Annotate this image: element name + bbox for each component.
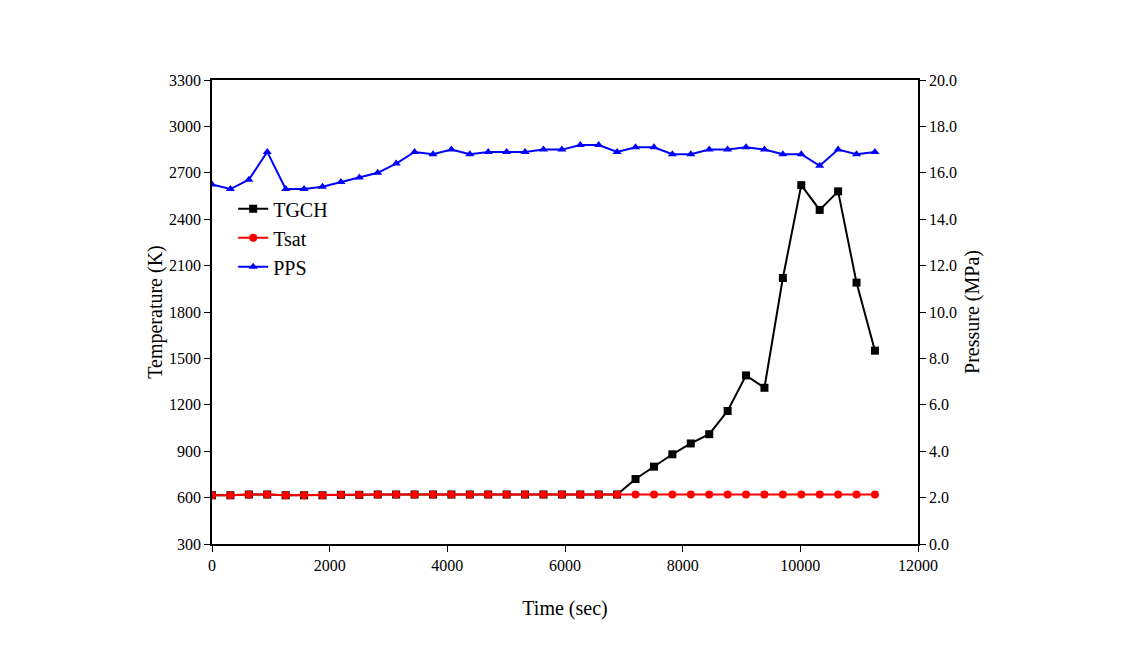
svg-text:Tsat: Tsat: [273, 228, 306, 250]
svg-text:10.0: 10.0: [929, 304, 957, 321]
svg-text:1200: 1200: [169, 396, 201, 413]
svg-text:20.0: 20.0: [929, 72, 957, 89]
svg-text:0.0: 0.0: [929, 536, 949, 553]
svg-text:2400: 2400: [169, 211, 201, 228]
svg-text:1800: 1800: [169, 304, 201, 321]
svg-text:3000: 3000: [169, 118, 201, 135]
svg-text:12000: 12000: [898, 557, 938, 574]
svg-text:6.0: 6.0: [929, 396, 949, 413]
svg-text:8000: 8000: [667, 557, 699, 574]
svg-text:4.0: 4.0: [929, 443, 949, 460]
svg-text:TGCH: TGCH: [273, 199, 327, 221]
svg-text:1500: 1500: [169, 350, 201, 367]
svg-text:6000: 6000: [549, 557, 581, 574]
svg-text:2000: 2000: [314, 557, 346, 574]
svg-text:2100: 2100: [169, 257, 201, 274]
svg-text:Time (sec): Time (sec): [522, 597, 607, 620]
svg-text:0: 0: [208, 557, 216, 574]
svg-text:Temperature (K): Temperature (K): [144, 245, 167, 379]
svg-text:PPS: PPS: [273, 257, 306, 279]
svg-text:300: 300: [177, 536, 201, 553]
svg-text:8.0: 8.0: [929, 350, 949, 367]
svg-text:600: 600: [177, 489, 201, 506]
svg-text:10000: 10000: [780, 557, 820, 574]
svg-text:18.0: 18.0: [929, 118, 957, 135]
svg-text:12.0: 12.0: [929, 257, 957, 274]
svg-text:Pressure (MPa): Pressure (MPa): [961, 250, 984, 374]
svg-text:4000: 4000: [431, 557, 463, 574]
svg-text:16.0: 16.0: [929, 164, 957, 181]
svg-text:14.0: 14.0: [929, 211, 957, 228]
svg-text:900: 900: [177, 443, 201, 460]
svg-text:2700: 2700: [169, 164, 201, 181]
svg-text:2.0: 2.0: [929, 489, 949, 506]
svg-text:3300: 3300: [169, 72, 201, 89]
